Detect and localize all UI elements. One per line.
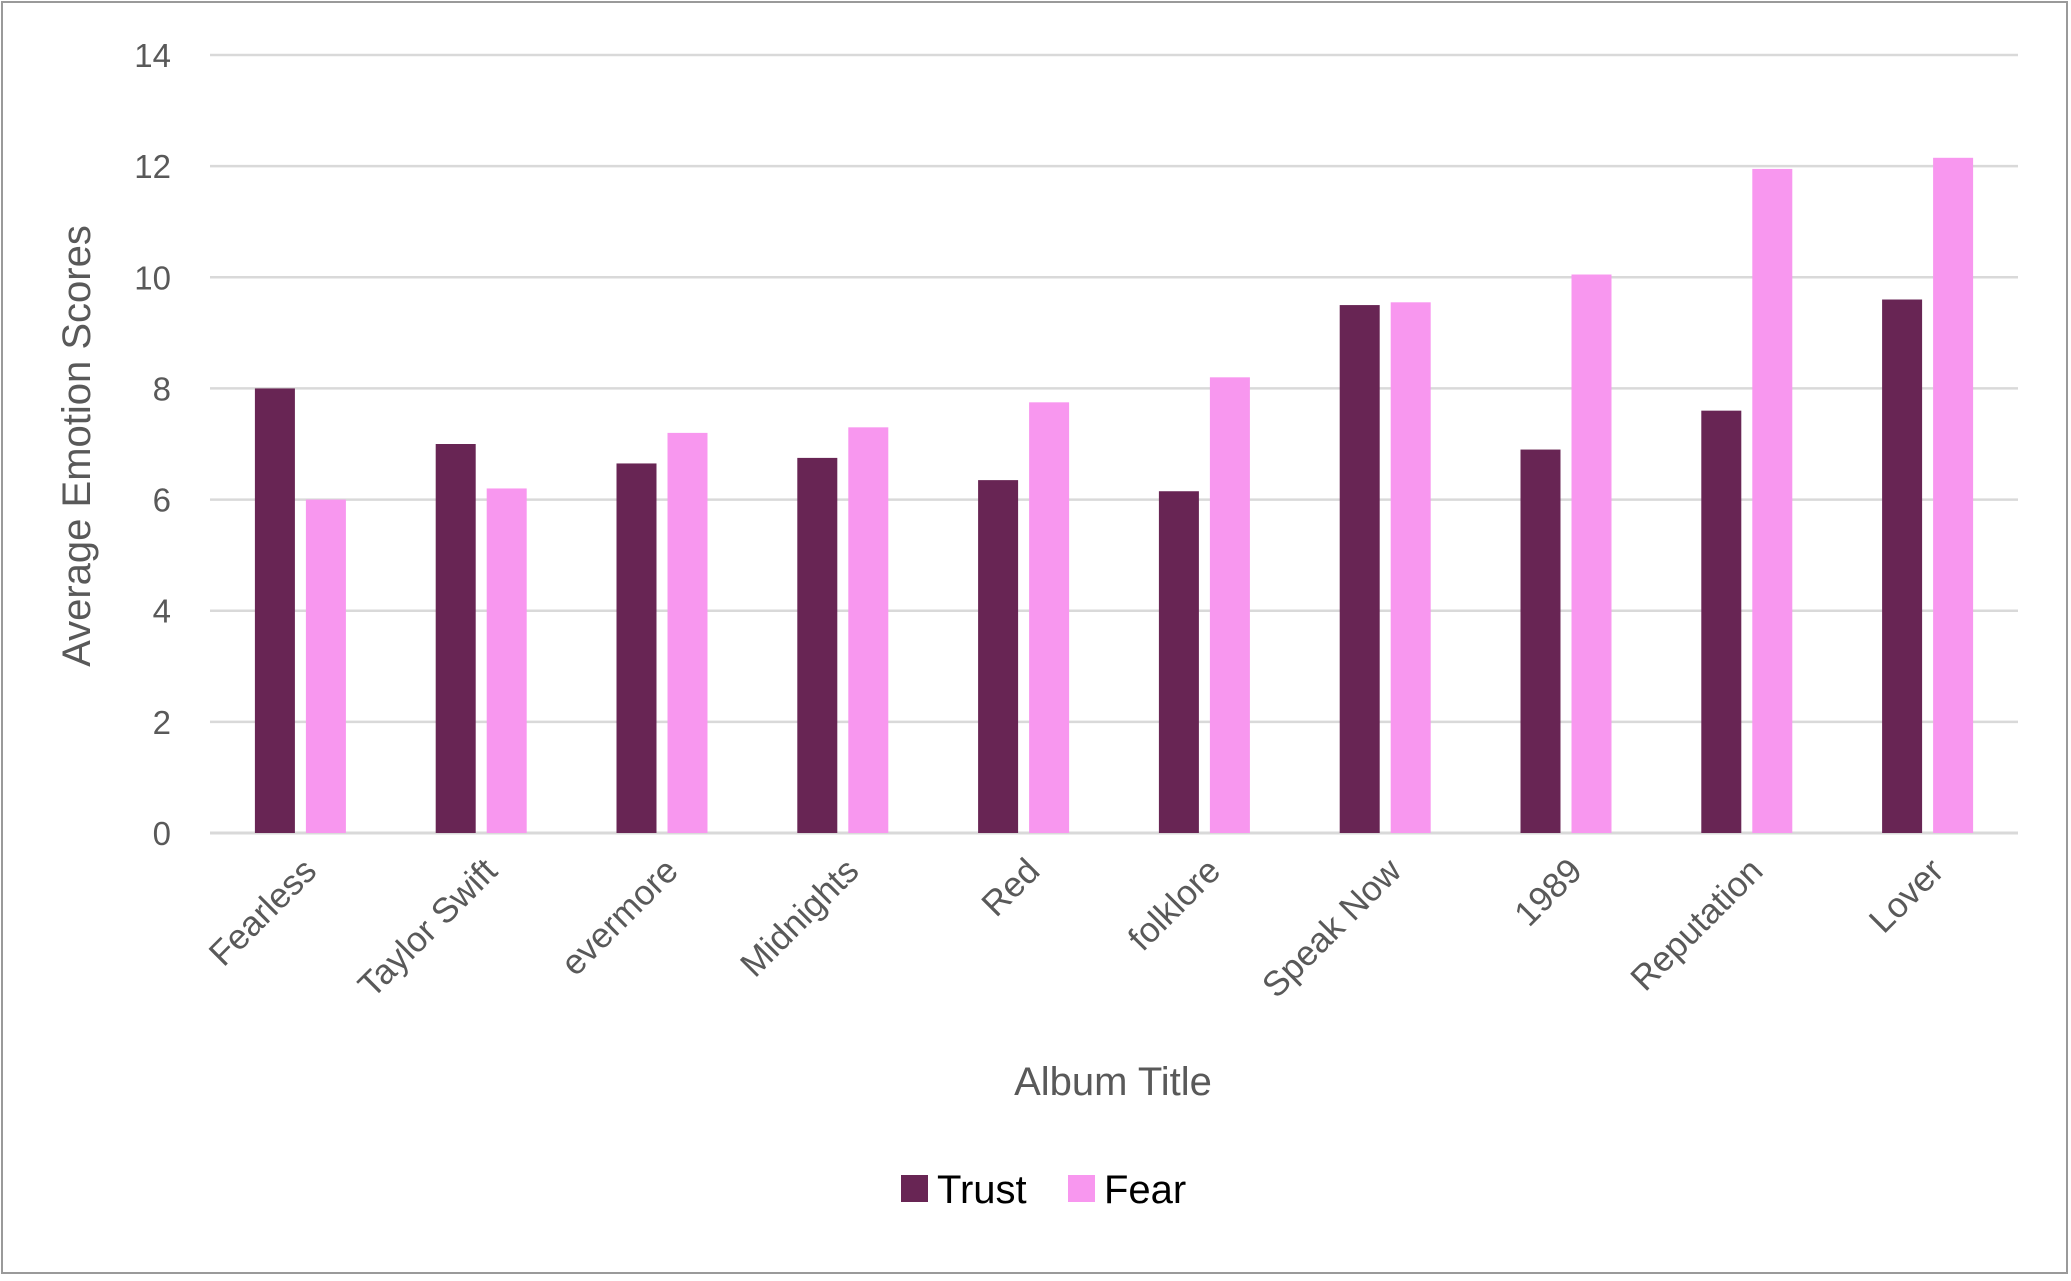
bar-trust [254, 388, 295, 833]
x-tick-label: Midnights [733, 851, 866, 984]
bar-fear [1209, 377, 1250, 833]
y-tick-label: 2 [153, 704, 171, 741]
bar-trust [978, 480, 1019, 833]
y-tick-label: 6 [153, 482, 171, 519]
bar-trust [1339, 305, 1380, 834]
x-tick-label: Taylor Swift [351, 851, 505, 1005]
x-axis-title: Album Title [1014, 1060, 1212, 1104]
y-tick-label: 0 [153, 815, 171, 852]
bar-trust [1882, 299, 1923, 833]
x-axis-ticks: Fearless Taylor Swift evermore Midnights Red… [202, 851, 1952, 1006]
bar-trust [1520, 449, 1561, 833]
bar-fear [305, 499, 346, 833]
bar-fear [1933, 157, 1974, 834]
bar-fear [1571, 274, 1612, 833]
bar-fear [1029, 402, 1070, 833]
bar-fear [848, 427, 889, 833]
bar-fear [667, 432, 708, 833]
legend-label-fear: Fear [1104, 1168, 1186, 1212]
bars [254, 157, 1974, 834]
x-tick-label: 1989 [1507, 851, 1590, 934]
x-tick-label: Reputation [1623, 851, 1770, 998]
x-tick-label: Speak Now [1255, 851, 1410, 1006]
x-tick-label: Lover [1862, 851, 1952, 941]
y-tick-label: 8 [153, 370, 171, 407]
legend-swatch-trust [901, 1175, 928, 1202]
y-tick-label: 12 [134, 148, 171, 185]
y-tick-label: 4 [153, 593, 171, 630]
x-tick-label: evermore [554, 851, 686, 983]
bar-fear [1390, 302, 1431, 833]
y-axis-ticks: 0 2 4 6 8 10 12 14 [134, 37, 171, 852]
legend: Trust Fear [901, 1168, 1186, 1212]
bar-chart: 0 2 4 6 8 10 12 14 Fearless Taylor Swift evermore… [55, 37, 2018, 1212]
bar-trust [797, 457, 838, 833]
bar-trust [1158, 491, 1199, 833]
y-axis-title: Average Emotion Scores [55, 225, 99, 667]
legend-swatch-fear [1068, 1175, 1095, 1202]
bar-fear [486, 488, 527, 833]
bar-fear [1752, 168, 1793, 833]
gridlines [210, 53, 2018, 835]
x-tick-label: Fearless [202, 851, 324, 973]
bar-trust [435, 444, 476, 833]
y-tick-label: 14 [134, 37, 171, 74]
y-tick-label: 10 [134, 259, 171, 296]
legend-label-trust: Trust [937, 1168, 1027, 1212]
x-tick-label: folklore [1121, 851, 1228, 958]
x-tick-label: Red [974, 851, 1047, 924]
bar-trust [616, 463, 657, 833]
bar-trust [1701, 410, 1742, 833]
